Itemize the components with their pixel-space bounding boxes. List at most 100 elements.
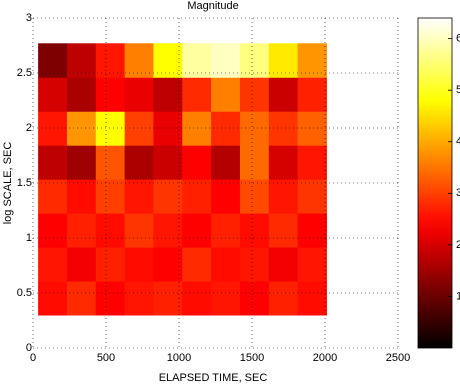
heat-cell (153, 43, 183, 78)
heat-cell (95, 213, 126, 248)
heat-cell (297, 111, 327, 146)
heat-cell (66, 247, 97, 282)
heat-cell (66, 111, 97, 146)
heat-cell (211, 247, 241, 282)
colorbar (417, 17, 453, 349)
heat-cell (182, 145, 212, 180)
heat-cell (297, 213, 327, 248)
heat-cell (124, 145, 154, 180)
heat-cell (66, 145, 97, 180)
heat-cell (297, 145, 327, 180)
heat-cell (268, 145, 299, 180)
y-tick-label: 2 (26, 122, 32, 134)
colorbar-tick-label: 2 (456, 239, 460, 251)
heat-cell (211, 179, 241, 214)
heat-cell (268, 213, 299, 248)
heat-cell (297, 247, 327, 282)
heat-cell (66, 179, 97, 214)
heat-cell (38, 111, 68, 146)
heat-cell (95, 179, 126, 214)
heat-cell (182, 77, 212, 112)
heat-cell (239, 77, 270, 112)
x-tick-label: 0 (30, 352, 36, 364)
heat-cell (182, 179, 212, 214)
heat-cell (153, 213, 183, 248)
heat-cell (38, 281, 68, 316)
heat-cell (239, 213, 270, 248)
y-tick-label: 0.5 (17, 287, 32, 299)
heat-cell (95, 247, 126, 282)
x-tick-label: 500 (97, 352, 115, 364)
x-tick-label: 2500 (386, 352, 410, 364)
y-axis-label: log SCALE, SEC (2, 142, 14, 225)
chart-title: Magnitude (187, 0, 238, 12)
heat-cell (239, 281, 270, 316)
colorbar-tick-label: 5 (456, 84, 460, 96)
heat-cell (66, 281, 97, 316)
heat-cell (124, 77, 154, 112)
x-tick-label: 1500 (240, 352, 264, 364)
heat-cell (66, 213, 97, 248)
colorbar-tick-label: 4 (456, 136, 460, 148)
y-tick-label: 0 (26, 342, 32, 354)
heat-cell (124, 111, 154, 146)
heat-cell (124, 247, 154, 282)
colorbar-tick-label: 1 (456, 290, 460, 302)
heat-cell (268, 179, 299, 214)
heat-cell (211, 77, 241, 112)
heat-cell (38, 179, 68, 214)
heat-cell (124, 179, 154, 214)
heat-cell (95, 43, 126, 78)
y-tick-label: 1.5 (17, 177, 32, 189)
heat-cell (153, 281, 183, 316)
heat-cell (211, 213, 241, 248)
y-tick-label: 2.5 (17, 67, 32, 79)
colorbar-tick-label: 3 (456, 187, 460, 199)
heat-cell (153, 179, 183, 214)
heat-cell (239, 247, 270, 282)
heat-cell (268, 43, 299, 78)
heat-cell (268, 111, 299, 146)
heat-cell (38, 145, 68, 180)
heat-cell (66, 43, 97, 78)
heat-cell (153, 111, 183, 146)
heat-cell (297, 43, 327, 78)
heat-cell (38, 213, 68, 248)
heat-cell (153, 247, 183, 282)
heat-cell (182, 213, 212, 248)
heat-cell (268, 247, 299, 282)
heat-cell (211, 281, 241, 316)
y-tick-label: 3 (26, 12, 32, 24)
heat-cell (211, 43, 241, 78)
heat-cell (268, 281, 299, 316)
heat-cell (239, 145, 270, 180)
heat-cell (239, 43, 270, 78)
x-tick-label: 2000 (313, 352, 337, 364)
heat-cell (239, 111, 270, 146)
heat-cell (182, 281, 212, 316)
heat-cell (182, 247, 212, 282)
heat-cell (182, 111, 212, 146)
heat-cell (124, 213, 154, 248)
x-axis-label: ELAPSED TIME, SEC (159, 372, 268, 384)
heat-cell (95, 281, 126, 316)
heat-cell (95, 145, 126, 180)
heat-cell (38, 247, 68, 282)
heat-cell (153, 77, 183, 112)
colorbar-tick-label: 6 (456, 33, 460, 45)
heat-cell (38, 43, 68, 78)
heat-cell (95, 111, 126, 146)
heat-cell (38, 77, 68, 112)
heat-cell (297, 77, 327, 112)
heat-cell (297, 179, 327, 214)
heat-cell (124, 43, 154, 78)
heat-cell (297, 281, 327, 316)
heat-cell (124, 281, 154, 316)
heat-cell (211, 111, 241, 146)
heat-cell (153, 145, 183, 180)
heat-cell (211, 145, 241, 180)
heat-cell (182, 43, 212, 78)
y-tick-label: 1 (26, 232, 32, 244)
x-tick-label: 1000 (167, 352, 191, 364)
